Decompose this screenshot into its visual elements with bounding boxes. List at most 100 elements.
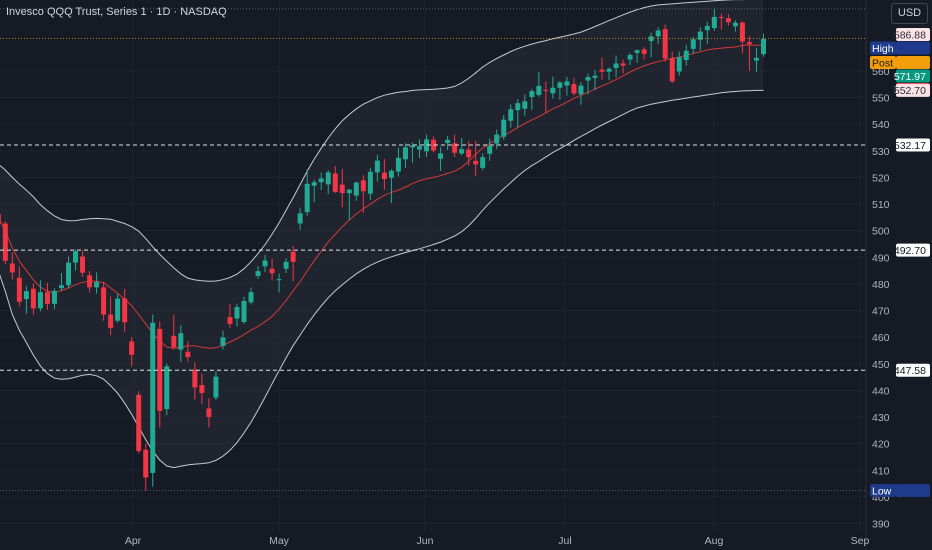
candle-body bbox=[185, 351, 191, 358]
candle-body bbox=[9, 263, 15, 273]
candle bbox=[627, 52, 633, 66]
candle bbox=[283, 258, 289, 274]
candle-body bbox=[641, 49, 647, 54]
candle-body bbox=[30, 288, 36, 309]
candle bbox=[185, 341, 191, 362]
horizontal-levels[interactable] bbox=[0, 8, 866, 491]
candle bbox=[620, 59, 626, 74]
candle bbox=[66, 256, 71, 288]
candle-body bbox=[669, 58, 675, 82]
candle bbox=[557, 81, 563, 100]
price-label: 402.39Low bbox=[870, 484, 930, 498]
candle bbox=[662, 24, 668, 62]
candle bbox=[760, 33, 766, 57]
y-tick-label: 420 bbox=[872, 439, 890, 451]
candle bbox=[136, 391, 142, 454]
candle bbox=[417, 139, 422, 159]
candle-body bbox=[676, 57, 682, 72]
candle-body bbox=[508, 109, 514, 121]
candle bbox=[501, 114, 507, 140]
candle bbox=[94, 272, 100, 294]
price-axis[interactable]: 3904004104204304404504604704804905005105… bbox=[872, 66, 890, 531]
candle-body bbox=[417, 146, 422, 150]
candle-body bbox=[452, 143, 458, 153]
candle bbox=[276, 273, 282, 293]
price-label-box bbox=[896, 28, 930, 41]
candle-body bbox=[23, 291, 29, 300]
candle-body bbox=[718, 16, 724, 18]
candle bbox=[585, 73, 591, 95]
candle-body bbox=[367, 171, 373, 194]
candle-body bbox=[213, 376, 219, 398]
candle bbox=[171, 314, 177, 350]
y-tick-label: 450 bbox=[872, 359, 890, 371]
candle bbox=[325, 170, 331, 195]
price-tag-text: High bbox=[872, 43, 894, 55]
price-label-box bbox=[896, 363, 930, 377]
y-tick-label: 520 bbox=[872, 172, 890, 184]
candle bbox=[599, 57, 605, 80]
candle-body bbox=[459, 149, 465, 154]
price-label: 447.58 bbox=[894, 363, 930, 377]
candle bbox=[592, 70, 598, 91]
candle bbox=[536, 72, 542, 97]
price-label-box bbox=[896, 83, 930, 97]
price-label-value: 571.97 bbox=[894, 71, 926, 83]
candle-body bbox=[683, 50, 689, 61]
candle bbox=[753, 47, 759, 72]
candle bbox=[290, 245, 296, 282]
price-label: 532.17 bbox=[894, 138, 930, 152]
candle-body bbox=[438, 153, 444, 159]
candle-body bbox=[178, 333, 184, 350]
candle bbox=[367, 168, 373, 201]
candle-body bbox=[662, 29, 668, 59]
candle-body bbox=[51, 290, 57, 304]
candle-body bbox=[690, 39, 696, 49]
candle-body bbox=[466, 149, 472, 158]
price-label-box bbox=[896, 69, 930, 83]
candle-body bbox=[129, 341, 135, 355]
candle bbox=[297, 207, 303, 230]
candle-body bbox=[620, 63, 626, 66]
candle bbox=[388, 169, 394, 203]
candle bbox=[697, 27, 703, 51]
candle-body bbox=[122, 298, 128, 323]
y-tick-label: 410 bbox=[872, 465, 890, 477]
candle bbox=[480, 153, 486, 171]
x-tick-label: Jul bbox=[558, 535, 571, 547]
candle bbox=[213, 371, 219, 400]
price-value-box bbox=[896, 484, 930, 498]
candle bbox=[80, 250, 86, 277]
price-value-box bbox=[896, 41, 930, 55]
candle-body bbox=[655, 30, 661, 37]
price-label-box bbox=[896, 138, 930, 152]
time-axis[interactable]: Apr May Jun Jul Aug Sep bbox=[125, 535, 870, 547]
x-tick-label: Aug bbox=[705, 535, 724, 547]
candle bbox=[402, 143, 408, 168]
candle-body bbox=[37, 292, 43, 309]
chart-title: Invesco QQQ Trust, Series 1 · 1D · NASDA… bbox=[6, 6, 227, 18]
candle bbox=[269, 258, 275, 281]
candle-body bbox=[44, 292, 50, 304]
candle-body bbox=[58, 285, 64, 289]
candle bbox=[522, 94, 528, 116]
candle bbox=[739, 21, 745, 54]
candle bbox=[58, 273, 64, 291]
candle-body bbox=[164, 366, 170, 410]
price-label: 583.32High bbox=[870, 41, 930, 55]
candle bbox=[220, 330, 226, 350]
candle-body bbox=[515, 103, 521, 111]
candle-body bbox=[704, 25, 710, 31]
y-tick-label: 480 bbox=[872, 279, 890, 291]
currency-button[interactable]: USD bbox=[891, 3, 928, 24]
y-tick-label: 510 bbox=[872, 199, 890, 211]
y-tick-label: 540 bbox=[872, 119, 890, 131]
candle bbox=[199, 373, 205, 405]
candle-body bbox=[346, 189, 352, 194]
candle bbox=[571, 78, 577, 96]
candle-body bbox=[318, 178, 324, 183]
candle bbox=[725, 14, 731, 26]
candle-body bbox=[711, 16, 717, 29]
y-tick-label: 550 bbox=[872, 93, 890, 105]
